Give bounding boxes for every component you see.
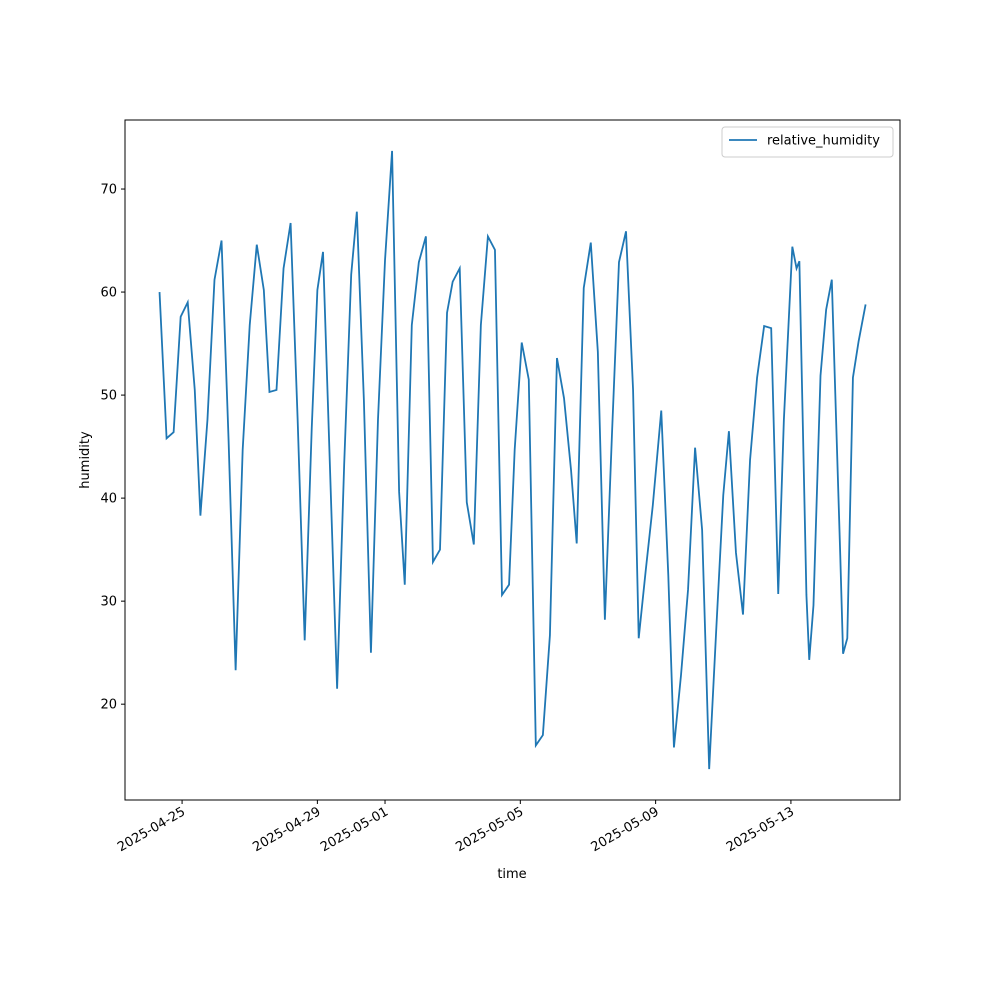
x-tick-label: 2025-05-13 [724,804,797,855]
data-line [158,150,867,770]
x-tick-label: 2025-05-05 [453,804,526,855]
y-tick-label: 60 [100,286,117,301]
plot-frame [124,119,901,801]
y-tick-label: 40 [100,492,117,507]
x-tick-label: 2025-04-29 [250,804,323,855]
x-axis-label: time [497,867,526,882]
y-tick-label: 50 [100,389,117,404]
y-tick-label: 30 [100,595,117,610]
x-tick-label: 2025-05-01 [318,804,391,855]
y-tick-label: 20 [100,698,117,713]
x-tick-label: 2025-05-09 [589,804,662,855]
legend-label: relative_humidity [767,134,880,149]
y-tick-label: 70 [100,183,117,198]
x-tick-label: 2025-04-25 [115,804,188,855]
legend-box [721,126,894,158]
y-axis-label: humidity [78,431,93,489]
